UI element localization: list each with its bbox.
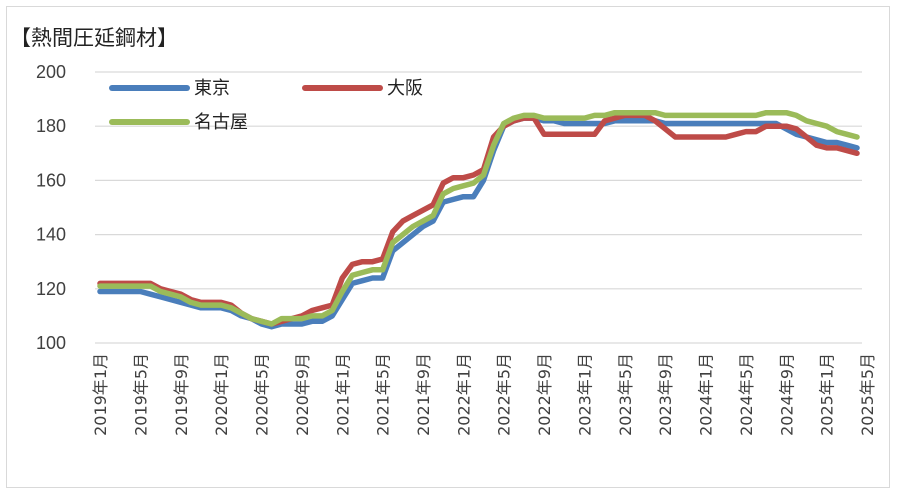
x-axis-ticks: 2019年1月 2019年5月 2019年9月 2020年1月 2020年5月 2020年… [91,353,877,436]
x-tick-label: 2021年1月 [333,353,352,436]
x-tick-label: 2019年9月 [172,353,191,436]
y-tick-label: 120 [36,279,66,299]
chart-title: 【熱間圧延鋼材】 [10,26,178,50]
x-tick-label: 2021年5月 [374,353,393,436]
legend-label: 名古屋 [194,112,248,133]
series-line-3 [97,109,860,327]
x-tick-label: 2021年9月 [414,353,433,436]
x-tick-label: 2022年9月 [535,353,554,436]
series-lines [97,109,860,330]
y-tick-label: 160 [36,170,66,190]
x-tick-label: 2023年9月 [656,353,675,436]
x-tick-label: 2024年5月 [737,353,756,436]
x-tick-label: 2020年1月 [212,353,231,436]
y-tick-label: 140 [36,225,66,245]
x-tick-label: 2019年1月 [91,353,110,436]
series-line-1 [97,115,860,330]
x-tick-label: 2023年1月 [575,353,594,436]
x-tick-label: 2025年5月 [858,353,877,436]
x-tick-label: 2022年5月 [495,353,514,436]
x-tick-label: 2024年1月 [697,353,716,436]
x-tick-label: 2019年5月 [131,353,150,436]
x-tick-label: 2023年5月 [616,353,635,436]
legend-label: 大阪 [387,78,423,99]
x-tick-label: 2025年1月 [818,353,837,436]
gridlines [95,71,862,344]
y-tick-label: 100 [36,333,66,353]
x-tick-label: 2020年9月 [293,353,312,436]
x-tick-label: 2022年1月 [454,353,473,436]
y-axis-ticks: 100 120 140 160 180 200 [36,62,66,353]
y-tick-label: 200 [36,62,66,82]
legend-label: 東京 [194,78,230,99]
x-tick-label: 2020年5月 [253,353,272,436]
x-tick-label: 2024年9月 [777,353,796,436]
series-line-2 [97,112,860,327]
y-tick-label: 180 [36,116,66,136]
